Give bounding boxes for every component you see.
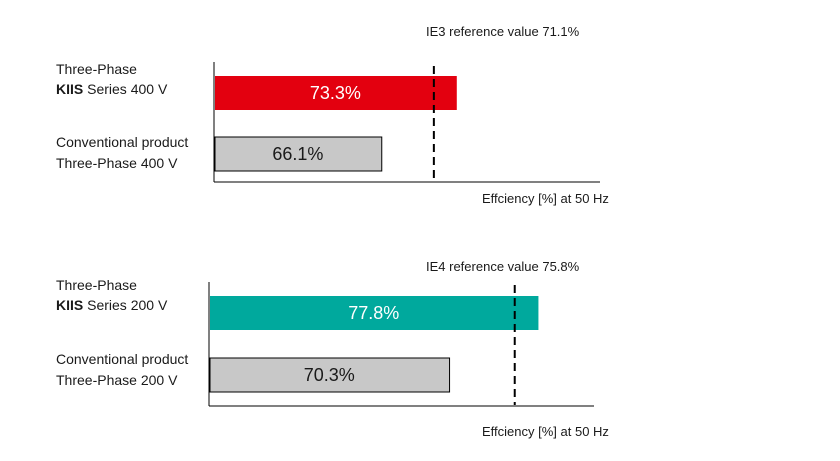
x-axis-label: Effciency [%] at 50 Hz xyxy=(482,424,609,439)
category-label-line1: Conventional product xyxy=(56,351,188,367)
bar-value-label: 77.8% xyxy=(348,303,399,323)
category-label-line1: Three-Phase xyxy=(56,61,137,77)
bar-value-label: 66.1% xyxy=(272,144,323,164)
reference-label: IE4 reference value 75.8% xyxy=(426,259,580,274)
bar-kiis xyxy=(210,296,539,330)
chart-panel-2: 77.8% Three-Phase KIIS Series 200 V 70.3% Co… xyxy=(56,259,609,439)
category-label-line2: KIIS Series 400 V xyxy=(56,81,168,97)
category-label-line1: Conventional product xyxy=(56,134,188,150)
bar-conventional xyxy=(209,357,451,393)
bar-kiis xyxy=(215,76,457,110)
bar-value-label: 70.3% xyxy=(304,365,355,385)
category-label-line2: Three-Phase 400 V xyxy=(56,155,178,171)
category-label-line2: Three-Phase 200 V xyxy=(56,372,178,388)
reference-label: IE3 reference value 71.1% xyxy=(426,24,580,39)
bar-value-label: 73.3% xyxy=(310,83,361,103)
chart-panel-1: 73.3% Three-Phase KIIS Series 400 V 66.1% Co… xyxy=(56,24,609,206)
x-axis-label: Effciency [%] at 50 Hz xyxy=(482,191,609,206)
category-label-line2: KIIS Series 200 V xyxy=(56,297,168,313)
category-label-line1: Three-Phase xyxy=(56,277,137,293)
bar-conventional xyxy=(214,136,383,172)
